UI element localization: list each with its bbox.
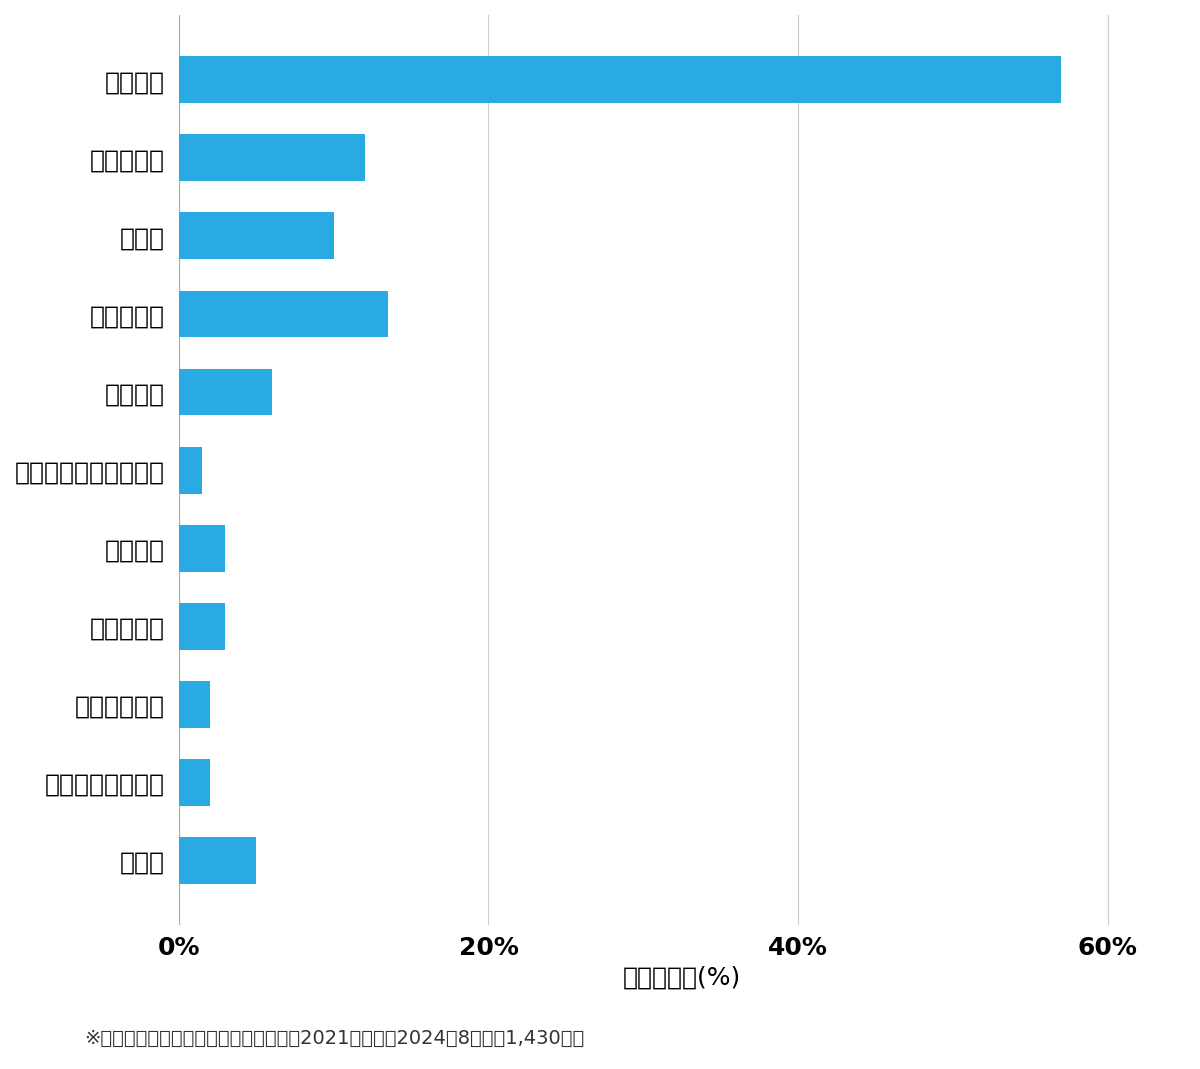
Bar: [179, 447, 202, 494]
Bar: [179, 57, 1061, 104]
X-axis label: 件数の割合(%): 件数の割合(%): [623, 966, 742, 990]
Bar: [179, 681, 210, 728]
Bar: [179, 291, 388, 338]
Bar: [179, 135, 365, 182]
Bar: [179, 759, 210, 806]
Bar: [179, 837, 257, 884]
Bar: [179, 525, 226, 572]
Text: ※弊社受付の案件を対象に集計（期間：2021年１月～2024年8月、計1,430件）: ※弊社受付の案件を対象に集計（期間：2021年１月～2024年8月、計1,430…: [84, 1028, 584, 1048]
Bar: [179, 369, 271, 416]
Bar: [179, 603, 226, 650]
Bar: [179, 213, 334, 260]
